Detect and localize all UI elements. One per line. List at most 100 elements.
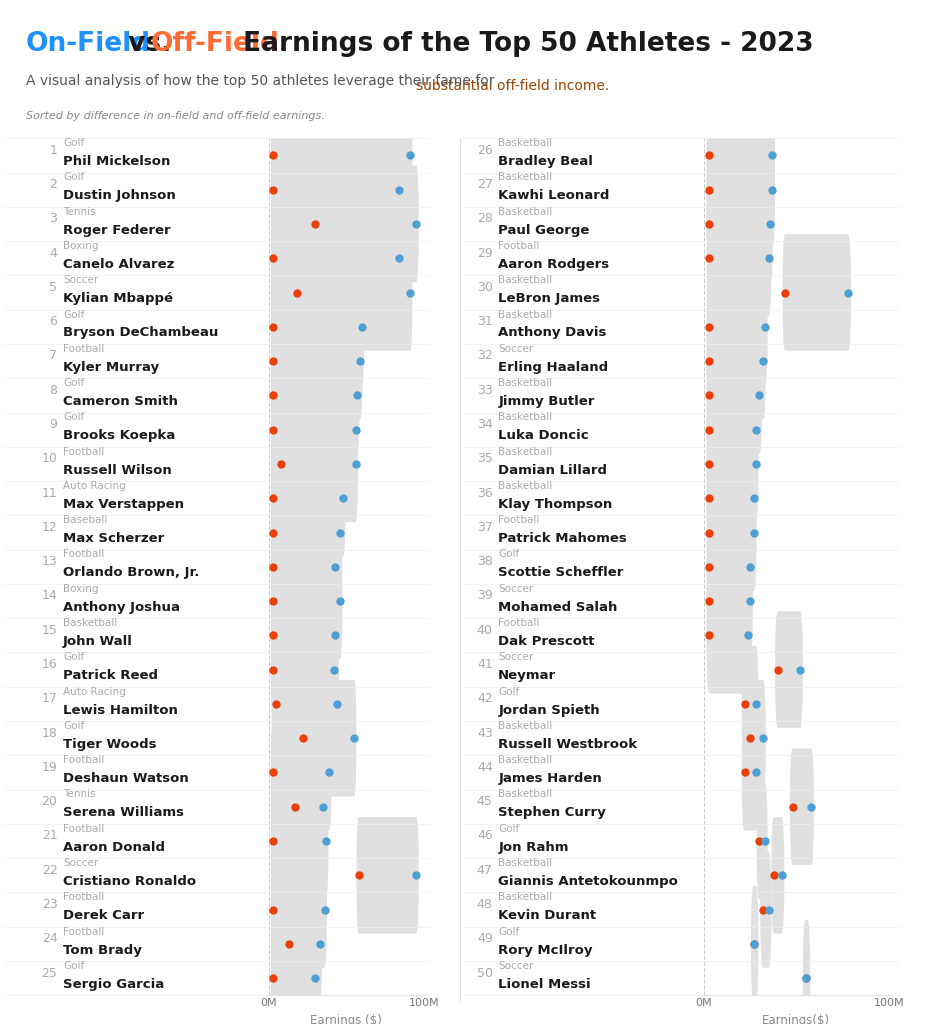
FancyBboxPatch shape [782, 234, 851, 351]
FancyBboxPatch shape [271, 372, 358, 487]
Text: 21: 21 [42, 829, 57, 843]
FancyBboxPatch shape [707, 509, 753, 625]
FancyBboxPatch shape [313, 166, 419, 283]
FancyBboxPatch shape [271, 337, 359, 454]
Text: Baseball: Baseball [63, 515, 107, 525]
Text: 15: 15 [42, 624, 57, 637]
Text: James Harden: James Harden [498, 772, 602, 785]
Text: 27: 27 [477, 178, 493, 191]
Text: 7: 7 [49, 349, 57, 362]
Text: 11: 11 [42, 486, 57, 500]
Text: Soccer: Soccer [498, 344, 533, 354]
Text: 17: 17 [42, 692, 57, 706]
Text: 10: 10 [42, 453, 57, 465]
Text: 40: 40 [477, 624, 493, 637]
Text: Orlando Brown, Jr.: Orlando Brown, Jr. [63, 566, 199, 580]
Text: 37: 37 [477, 521, 493, 534]
Text: Auto Racing: Auto Racing [63, 481, 126, 490]
Text: Earnings of the Top 50 Athletes - 2023: Earnings of the Top 50 Athletes - 2023 [234, 31, 814, 56]
Text: 2: 2 [49, 178, 57, 191]
Text: Stephen Curry: Stephen Curry [498, 807, 606, 819]
FancyBboxPatch shape [357, 817, 419, 934]
Text: Jon Rahm: Jon Rahm [498, 841, 569, 854]
FancyBboxPatch shape [707, 166, 773, 283]
Text: 16: 16 [42, 658, 57, 671]
Text: Lewis Hamilton: Lewis Hamilton [63, 703, 178, 717]
Text: Golf: Golf [498, 823, 519, 834]
Text: Basketball: Basketball [498, 481, 553, 490]
Text: Soccer: Soccer [498, 584, 533, 594]
Text: Football: Football [63, 927, 105, 937]
FancyBboxPatch shape [742, 714, 758, 830]
FancyBboxPatch shape [751, 886, 758, 1002]
Text: Basketball: Basketball [498, 858, 553, 868]
Text: Tennis: Tennis [63, 207, 95, 217]
Text: Football: Football [498, 515, 540, 525]
FancyBboxPatch shape [271, 268, 364, 385]
Text: Klay Thompson: Klay Thompson [498, 498, 612, 511]
Text: Aaron Donald: Aaron Donald [63, 841, 165, 854]
Text: Russell Wilson: Russell Wilson [63, 464, 171, 476]
Text: 48: 48 [477, 898, 493, 911]
FancyBboxPatch shape [760, 851, 771, 968]
FancyBboxPatch shape [271, 303, 363, 420]
Text: Brooks Koepka: Brooks Koepka [63, 429, 175, 442]
Text: 32: 32 [477, 349, 493, 362]
Text: Football: Football [63, 446, 105, 457]
FancyBboxPatch shape [279, 406, 358, 522]
FancyBboxPatch shape [747, 680, 766, 797]
FancyBboxPatch shape [790, 749, 814, 865]
Text: Serena Williams: Serena Williams [63, 807, 184, 819]
Text: Kylian Mbappé: Kylian Mbappé [63, 292, 173, 305]
Text: Golf: Golf [498, 550, 519, 559]
Text: 9: 9 [49, 418, 57, 431]
FancyBboxPatch shape [707, 578, 751, 693]
Text: Golf: Golf [63, 172, 84, 182]
Text: 30: 30 [477, 281, 493, 294]
Text: 6: 6 [49, 315, 57, 328]
Text: Anthony Joshua: Anthony Joshua [63, 601, 180, 613]
Text: 49: 49 [477, 932, 493, 945]
Text: Football: Football [63, 823, 105, 834]
Text: 4: 4 [49, 247, 57, 260]
Text: Cameron Smith: Cameron Smith [63, 395, 178, 408]
Text: 19: 19 [42, 761, 57, 774]
Text: Golf: Golf [63, 721, 84, 731]
FancyBboxPatch shape [271, 440, 345, 556]
FancyBboxPatch shape [271, 543, 343, 659]
Text: 24: 24 [42, 932, 57, 945]
Text: Golf: Golf [498, 927, 519, 937]
FancyBboxPatch shape [271, 851, 327, 968]
Text: 22: 22 [42, 863, 57, 877]
Text: Golf: Golf [63, 413, 84, 422]
FancyBboxPatch shape [271, 920, 318, 1024]
Text: Cristiano Ronaldo: Cristiano Ronaldo [63, 874, 196, 888]
Text: Sorted by difference in on-field and off-field earnings.: Sorted by difference in on-field and off… [26, 111, 325, 121]
Text: 41: 41 [477, 658, 493, 671]
Text: 39: 39 [477, 590, 493, 602]
Text: Roger Federer: Roger Federer [63, 223, 170, 237]
Text: Damian Lillard: Damian Lillard [498, 464, 607, 476]
FancyBboxPatch shape [707, 337, 762, 454]
Text: Canelo Alvarez: Canelo Alvarez [63, 258, 174, 271]
Text: 43: 43 [477, 727, 493, 739]
Text: Football: Football [63, 550, 105, 559]
Text: Jimmy Butler: Jimmy Butler [498, 395, 594, 408]
Text: 20: 20 [42, 796, 57, 808]
Text: 14: 14 [42, 590, 57, 602]
Text: Basketball: Basketball [498, 275, 553, 286]
Text: Golf: Golf [63, 138, 84, 148]
FancyBboxPatch shape [271, 509, 338, 625]
Text: Basketball: Basketball [498, 172, 553, 182]
Text: Russell Westbrook: Russell Westbrook [498, 738, 637, 751]
Text: Patrick Mahomes: Patrick Mahomes [498, 532, 627, 545]
Text: Auto Racing: Auto Racing [63, 687, 126, 696]
Text: Sergio Garcia: Sergio Garcia [63, 978, 164, 991]
Text: 46: 46 [477, 829, 493, 843]
Text: Soccer: Soccer [63, 858, 98, 868]
Text: Kyler Murray: Kyler Murray [63, 360, 159, 374]
Text: Football: Football [498, 618, 540, 628]
FancyBboxPatch shape [293, 749, 325, 865]
FancyBboxPatch shape [707, 543, 753, 659]
Text: 28: 28 [477, 212, 493, 225]
